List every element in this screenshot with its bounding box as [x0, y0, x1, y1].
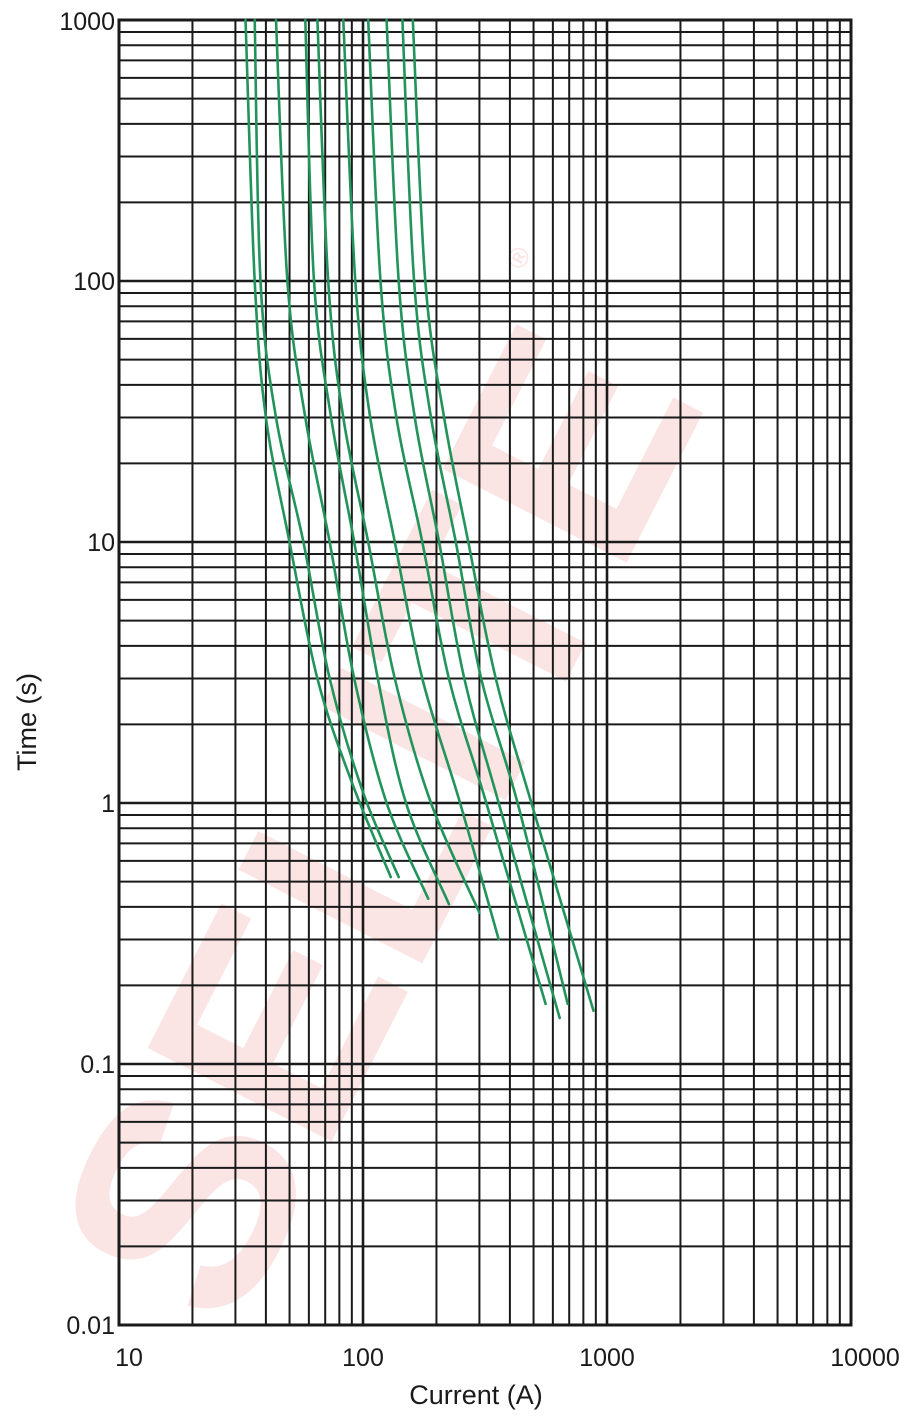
watermark-text: SELITE — [0, 279, 765, 1367]
curve-series-6 — [342, 18, 500, 941]
x-tick-label: 10 — [115, 1344, 143, 1372]
y-tick-label: 0.1 — [80, 1051, 115, 1079]
plot-border — [117, 18, 853, 1327]
x-axis-label: Current (A) — [409, 1380, 543, 1410]
curve-series-7 — [366, 18, 547, 1006]
x-tick-label: 100 — [342, 1344, 384, 1372]
y-tick-label: 1000 — [59, 8, 115, 36]
curve-series-2 — [253, 18, 400, 879]
plot-frame — [117, 18, 853, 1327]
curve-series-3 — [274, 18, 430, 900]
curve-series-10 — [411, 18, 595, 1012]
y-tick-label: 0.01 — [66, 1312, 115, 1340]
watermark-registered-mark: ® — [500, 241, 537, 274]
y-tick-label: 100 — [73, 268, 115, 296]
y-axis-label: Time (s) — [12, 673, 42, 771]
curve-series-group — [244, 18, 595, 1020]
curve-series-8 — [385, 18, 561, 1020]
x-tick-label: 1000 — [579, 1344, 635, 1372]
curve-series-5 — [316, 18, 481, 914]
curve-series-1 — [244, 18, 393, 879]
y-tick-labels: 0.01 0.1 1 10 100 1000 — [59, 8, 115, 1340]
x-tick-labels: 10 100 1000 10000 — [115, 1344, 900, 1372]
y-tick-label: 10 — [87, 529, 115, 557]
x-tick-label: 10000 — [830, 1344, 900, 1372]
curve-series-9 — [401, 18, 569, 1006]
y-tick-label: 1 — [101, 790, 115, 818]
curve-series-4 — [304, 18, 451, 906]
